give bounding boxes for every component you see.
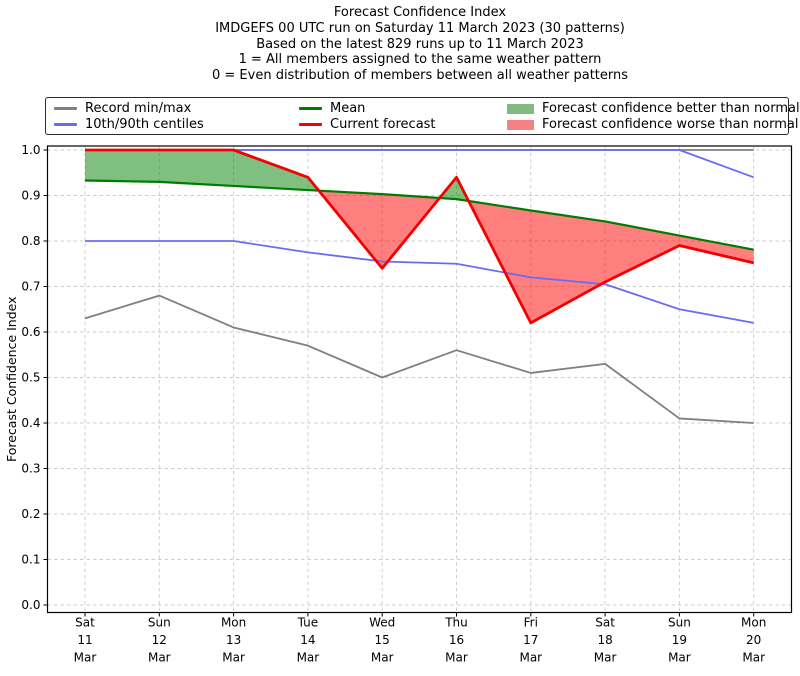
x-tick-label: Thu xyxy=(444,616,468,630)
y-tick-label: 0.4 xyxy=(21,416,40,430)
title-block: Forecast Confidence Index IMDGEFS 00 UTC… xyxy=(40,5,800,84)
legend-label: Forecast confidence better than normal xyxy=(542,101,800,116)
x-tick-label: Mar xyxy=(74,651,97,665)
x-tick-label: Sun xyxy=(148,616,171,630)
confidence-worse-patch-swatch xyxy=(507,119,534,130)
title-line-3: Based on the latest 829 runs up to 11 Ma… xyxy=(256,36,584,52)
x-tick-label: 14 xyxy=(300,633,315,647)
x-tick-label: Mar xyxy=(519,651,542,665)
y-tick-label: 0.5 xyxy=(21,371,40,385)
y-tick-label: 0.2 xyxy=(21,507,40,521)
legend-item-current-forecast: Current forecast xyxy=(299,117,436,132)
series-10th-centile xyxy=(85,240,754,324)
fill-confidence-worse xyxy=(468,200,754,323)
title-line-2: IMDGEFS 00 UTC run on Saturday 11 March … xyxy=(215,20,625,36)
x-tick-label: Mar xyxy=(594,651,617,665)
axis-tick-labels: 0.0 0.1 0.2 0.3 0.4 0.5 0.6 0.7 0.8 0.9 1.0 Sat 11 Ma… xyxy=(21,143,766,665)
x-tick-label: Mar xyxy=(297,651,320,665)
axis-ticks xyxy=(43,149,755,617)
x-tick-label: Mon xyxy=(221,616,246,630)
series-current-forecast xyxy=(85,148,755,325)
x-tick-label: 18 xyxy=(597,633,612,647)
y-tick-label: 0.0 xyxy=(21,598,40,612)
title-line-5: 0 = Even distribution of members between… xyxy=(211,68,629,84)
legend-item-confidence-better: Forecast confidence better than normal xyxy=(507,101,800,116)
y-tick-label: 0.8 xyxy=(21,234,40,248)
x-tick-label: Fri xyxy=(524,616,538,630)
y-axis-label: Forecast Confidence Index xyxy=(4,296,19,462)
fill-confidence-better xyxy=(439,177,469,201)
x-tick-label: Tue xyxy=(297,616,319,630)
x-tick-label: Mar xyxy=(148,651,171,665)
mean-line-swatch xyxy=(299,107,322,110)
y-tick-label: 1.0 xyxy=(21,143,40,157)
series-mean xyxy=(84,179,754,251)
x-tick-label: 20 xyxy=(746,633,761,647)
x-tick-label: Mar xyxy=(668,651,691,665)
confidence-better-patch-swatch xyxy=(507,103,534,114)
y-tick-label: 0.1 xyxy=(21,553,40,567)
x-tick-label: 15 xyxy=(375,633,390,647)
x-tick-label: Mar xyxy=(371,651,394,665)
x-tick-label: 16 xyxy=(449,633,464,647)
legend-label: Mean xyxy=(330,101,366,116)
x-tick-label: Sat xyxy=(595,616,615,630)
x-tick-label: 13 xyxy=(226,633,241,647)
x-tick-label: Sat xyxy=(75,616,95,630)
legend-label: Forecast confidence worse than normal xyxy=(542,117,799,132)
y-tick-label: 0.6 xyxy=(21,325,40,339)
record-minmax-line-swatch xyxy=(54,107,77,110)
x-tick-label: 17 xyxy=(523,633,538,647)
title-line-1: Forecast Confidence Index xyxy=(333,5,507,20)
current-forecast-line-swatch xyxy=(299,123,322,126)
y-tick-label: 0.7 xyxy=(21,280,40,294)
legend: Record min/max 10th/90th centiles Mean C… xyxy=(45,97,800,135)
x-tick-label: Sun xyxy=(668,616,691,630)
x-tick-label: Wed xyxy=(369,616,395,630)
series-record-min xyxy=(84,294,754,424)
x-tick-label: Mar xyxy=(445,651,468,665)
centiles-line-swatch xyxy=(54,123,77,126)
y-tick-label: 0.3 xyxy=(21,462,40,476)
legend-label: Record min/max xyxy=(85,101,192,116)
legend-item-record-minmax: Record min/max xyxy=(54,101,191,116)
x-tick-label: 19 xyxy=(672,633,687,647)
plot-frame xyxy=(46,145,793,614)
chart-svg: 0.0 0.1 0.2 0.3 0.4 0.5 0.6 0.7 0.8 0.9 1.0 Sat 11 Ma… xyxy=(4,143,793,665)
x-tick-label: Mon xyxy=(741,616,766,630)
y-tick-label: 0.9 xyxy=(21,189,40,203)
x-tick-label: Mar xyxy=(742,651,765,665)
legend-item-mean: Mean xyxy=(299,101,365,116)
legend-label: Current forecast xyxy=(330,117,436,132)
legend-item-centiles: 10th/90th centiles xyxy=(54,117,204,132)
legend-label: 10th/90th centiles xyxy=(85,117,204,132)
fill-confidence-worse xyxy=(318,190,440,269)
x-tick-label: 11 xyxy=(77,633,92,647)
legend-item-confidence-worse: Forecast confidence worse than normal xyxy=(507,117,799,132)
x-tick-label: Mar xyxy=(222,651,245,665)
x-tick-label: 12 xyxy=(152,633,167,647)
title-line-4: 1 = All members assigned to the same wea… xyxy=(238,52,602,68)
